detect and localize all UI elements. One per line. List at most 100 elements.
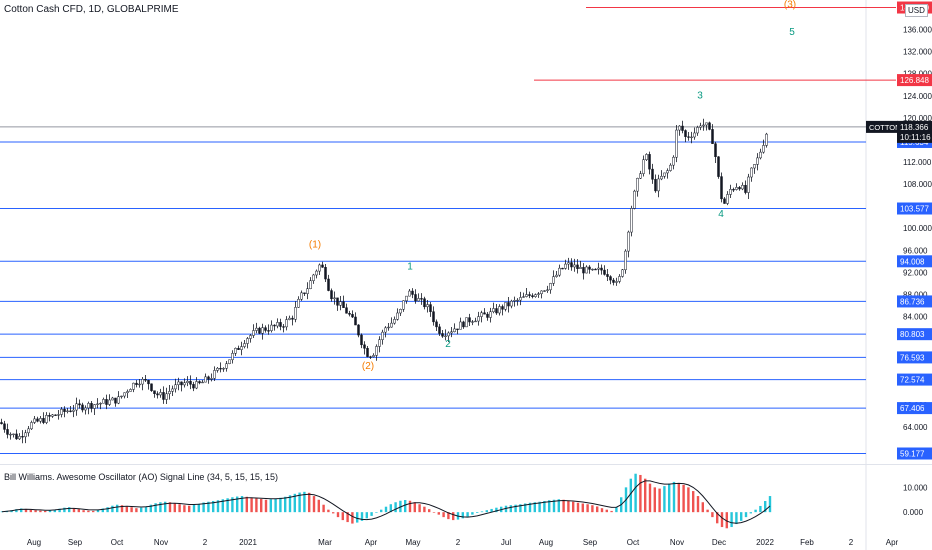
candle-body	[162, 392, 165, 400]
candle-body	[246, 338, 249, 344]
ao-bar	[586, 504, 589, 513]
ao-bar	[682, 484, 685, 513]
candle-body	[621, 269, 624, 277]
ao-bar	[341, 512, 344, 521]
candle-body	[270, 324, 273, 331]
ao-bar	[63, 507, 66, 513]
candle-body	[336, 297, 339, 306]
ao-bar	[260, 499, 263, 513]
candle-body	[699, 125, 702, 128]
ao-bar	[562, 499, 565, 513]
price-tick-label: 84.000	[903, 313, 928, 322]
candle-body	[510, 300, 513, 307]
candle-body	[315, 270, 318, 276]
candle-body	[462, 321, 465, 328]
candle-body	[264, 327, 267, 331]
candle-body	[30, 422, 33, 430]
candle-body	[189, 381, 192, 385]
level-price-badge	[897, 402, 932, 415]
candle-body	[438, 326, 441, 334]
candle-body	[342, 301, 345, 308]
time-tick-label: Apr	[886, 538, 899, 547]
candle-body	[144, 378, 147, 381]
candle-body	[636, 177, 639, 192]
candle-body	[564, 263, 567, 269]
candle-body	[216, 367, 219, 371]
candle-body	[312, 274, 315, 281]
wave-label: 2	[445, 339, 451, 350]
time-tick-label: Nov	[154, 538, 168, 547]
candle-body	[399, 309, 402, 314]
candle-body	[765, 133, 768, 146]
candle-body	[159, 392, 162, 396]
ao-bar	[82, 510, 85, 513]
candle-body	[285, 319, 288, 328]
candle-body	[3, 423, 6, 430]
ao-bar	[725, 512, 728, 529]
candle-body	[444, 335, 447, 337]
ao-bar	[216, 500, 220, 513]
candle-body	[483, 312, 486, 315]
ao-bar	[716, 512, 719, 524]
price-tick-label: 120.000	[903, 114, 932, 123]
candle-body	[513, 300, 516, 302]
candle-body	[351, 314, 354, 318]
ao-bar	[24, 508, 28, 513]
candle-body	[255, 327, 258, 331]
ao-bar	[183, 505, 186, 513]
candle-body	[573, 264, 576, 268]
ao-bar	[164, 501, 167, 513]
ao-bar	[380, 509, 383, 513]
time-tick-label: Sep	[583, 538, 598, 547]
ao-bar	[332, 512, 335, 514]
candle-body	[300, 292, 303, 300]
candle-body	[180, 381, 183, 386]
candle-body	[81, 404, 84, 411]
candle-body	[111, 397, 114, 401]
candle-body	[126, 391, 129, 394]
candle-body	[60, 408, 63, 415]
candle-body	[522, 296, 525, 298]
ao-bar	[495, 507, 498, 513]
wave-label: (1)	[309, 240, 321, 251]
ao-bar	[212, 501, 215, 513]
candle-body	[108, 399, 111, 405]
candle-body	[468, 317, 471, 323]
time-tick-label: 2	[456, 538, 461, 547]
currency-badge[interactable]: USD	[905, 4, 928, 17]
candle-body	[597, 267, 600, 270]
candle-body	[138, 383, 141, 386]
candle-body	[267, 330, 270, 332]
ao-bar	[231, 497, 234, 513]
price-tick-label: 88.000	[903, 290, 928, 299]
ao-bar	[677, 482, 680, 513]
candle-body	[525, 294, 528, 297]
candle-body	[672, 156, 675, 166]
candle-body	[372, 355, 375, 358]
ao-bar	[96, 509, 100, 513]
candle-body	[642, 159, 645, 174]
chart-title: Cotton Cash CFD, 1D, GLOBALPRIME	[4, 4, 179, 15]
ao-bar	[442, 512, 445, 518]
ao-bar	[557, 499, 560, 513]
candle-body	[684, 130, 687, 137]
candle-body	[681, 125, 684, 131]
ao-bar	[202, 502, 205, 513]
level-price-badge	[897, 202, 932, 215]
candle-body	[9, 433, 12, 436]
candle-body	[507, 302, 510, 307]
candle-body	[408, 290, 411, 297]
ao-bar	[279, 497, 282, 513]
candle-body	[258, 327, 261, 334]
ao-bar	[322, 504, 325, 513]
level-price-badge	[897, 351, 932, 364]
candle-body	[333, 297, 336, 300]
candle-body	[252, 330, 255, 336]
candle-body	[723, 198, 726, 204]
ao-bar	[720, 512, 724, 528]
candle-body	[708, 122, 711, 130]
ao-bar	[365, 512, 368, 519]
pane-separator[interactable]	[0, 464, 932, 465]
